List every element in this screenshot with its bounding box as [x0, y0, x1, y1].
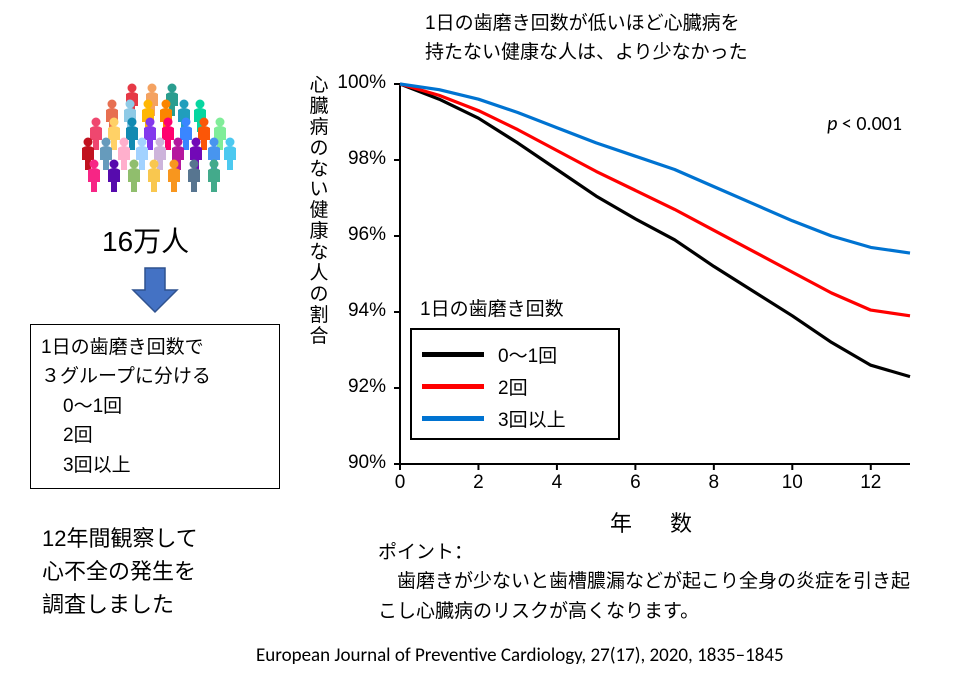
title-line-2: 持たない健康な人は、より少なかった — [425, 42, 748, 63]
x-tick-label: 10 — [772, 472, 812, 494]
obs-line-3: 調査しました — [42, 588, 198, 621]
x-tick-label: 4 — [537, 472, 577, 494]
x-axis-label: 年 数 — [610, 506, 700, 538]
point-summary: ポイント： 歯磨きが少ないと歯槽膿漏などが起こり全身の炎症を引き起こし心臓病のリ… — [378, 538, 918, 626]
legend-row-1: 2回 — [422, 370, 608, 402]
x-tick-label: 6 — [615, 472, 655, 494]
x-tick-label: 8 — [694, 472, 734, 494]
legend-swatch-0 — [422, 352, 484, 357]
x-tick-label: 2 — [458, 472, 498, 494]
x-tick-label: 0 — [380, 472, 420, 494]
chart-title: 1日の歯磨き回数が低いほど心臓病を 持たない健康な人は、より少なかった — [425, 10, 748, 67]
title-line-1: 1日の歯磨き回数が低いほど心臓病を — [425, 13, 740, 34]
p-value: p < 0.001 — [827, 112, 902, 136]
legend-label-1: 2回 — [498, 373, 528, 400]
legend-title: 1日の歯磨き回数 — [420, 294, 564, 321]
y-tick-label: 90% — [326, 452, 386, 474]
group-item-2: 2回 — [41, 421, 269, 450]
y-tick-label: 98% — [326, 148, 386, 170]
y-tick-label: 100% — [326, 72, 386, 94]
legend-swatch-2 — [422, 416, 484, 421]
legend-box: 0〜1回 2回 3回以上 — [410, 328, 620, 440]
point-heading: ポイント： — [378, 538, 918, 567]
y-tick-label: 96% — [326, 224, 386, 246]
citation: European Journal of Preventive Cardiolog… — [256, 644, 784, 667]
point-body: 歯磨きが少ないと歯槽膿漏などが起こり全身の炎症を引き起こし心臓病のリスクが高くな… — [378, 567, 918, 626]
group-line-1: 1日の歯磨き回数で — [41, 333, 269, 362]
people-crowd-graphic — [72, 76, 242, 206]
legend-label-2: 3回以上 — [498, 405, 566, 432]
y-tick-label: 92% — [326, 376, 386, 398]
legend-label-0: 0〜1回 — [498, 341, 557, 368]
p-value-symbol: p — [827, 112, 837, 136]
legend-row-2: 3回以上 — [422, 402, 608, 434]
group-item-1: 0〜1回 — [41, 392, 269, 421]
group-item-3: 3回以上 — [41, 451, 269, 480]
p-value-rest: < 0.001 — [837, 112, 902, 136]
observation-note: 12年間観察して 心不全の発生を 調査しました — [42, 522, 198, 621]
y-tick-label: 94% — [326, 300, 386, 322]
obs-line-2: 心不全の発生を — [42, 555, 198, 588]
down-arrow-icon — [130, 264, 180, 321]
x-tick-label: 12 — [851, 472, 891, 494]
group-line-2: ３グループに分ける — [41, 362, 269, 391]
grouping-box: 1日の歯磨き回数で ３グループに分ける 0〜1回 2回 3回以上 — [30, 324, 280, 489]
legend-swatch-1 — [422, 384, 484, 389]
legend-row-0: 0〜1回 — [422, 338, 608, 370]
obs-line-1: 12年間観察して — [42, 522, 198, 555]
survival-chart: p < 0.001 1日の歯磨き回数 0〜1回 2回 3回以上 年 数 90%9… — [340, 72, 930, 502]
cohort-size-label: 16万人 — [102, 220, 189, 260]
